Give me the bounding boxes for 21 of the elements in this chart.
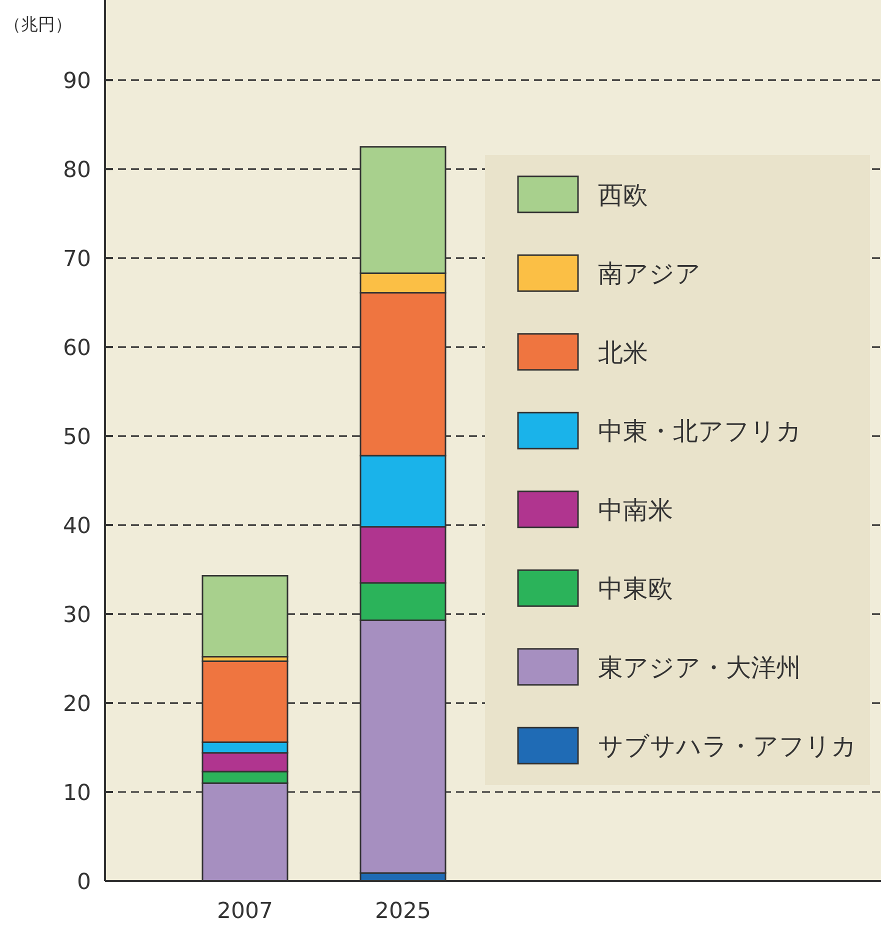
legend-label: 北米 (598, 338, 648, 367)
legend-label: 中東・北アフリカ (598, 416, 802, 446)
legend-label: サブサハラ・アフリカ (598, 732, 857, 761)
y-tick-label: 0 (77, 870, 91, 895)
x-tick-label: 2025 (375, 899, 431, 924)
y-tick-label: 60 (63, 336, 91, 362)
y-axis-title: （兆円） (4, 15, 72, 35)
y-tick-label: 50 (63, 425, 91, 450)
legend-label: 南アジア (598, 259, 701, 288)
legend-label: 東アジア・大洋州 (598, 652, 801, 682)
legend-label: 中東欧 (598, 574, 673, 604)
legend-label: 西欧 (598, 180, 648, 210)
y-tick-label: 20 (63, 692, 91, 718)
y-tick-label: 90 (63, 69, 91, 94)
y-tick-label: 70 (63, 247, 91, 272)
y-tick-label: 40 (63, 514, 91, 540)
legend-label: 中南米 (598, 495, 673, 524)
y-tick-label: 30 (63, 603, 91, 628)
x-tick-label: 2007 (217, 899, 273, 924)
y-tick-label: 80 (63, 158, 91, 184)
y-tick-label: 10 (63, 781, 91, 806)
